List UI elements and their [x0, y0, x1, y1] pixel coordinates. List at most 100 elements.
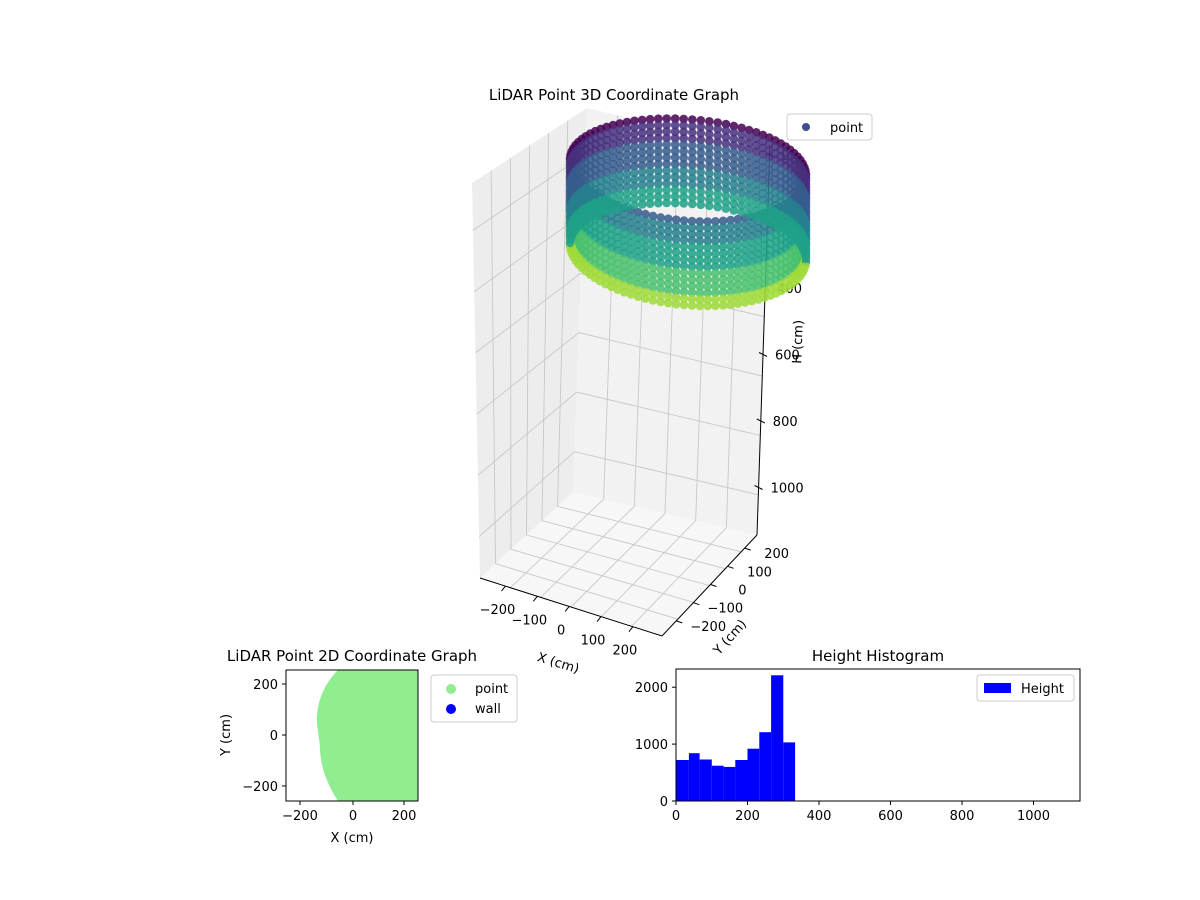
histogram-frame — [675, 668, 1081, 802]
point-marker — [622, 117, 632, 127]
point-marker — [671, 260, 681, 270]
point-marker — [718, 281, 728, 291]
point-marker — [679, 114, 688, 124]
point-marker — [626, 251, 636, 260]
point-marker — [619, 216, 629, 225]
point-marker — [656, 232, 665, 242]
y-tick-label-3d: −100 — [707, 602, 743, 617]
point-marker — [671, 273, 681, 283]
y-tick-label-3d: −200 — [690, 620, 726, 635]
point-marker — [726, 293, 735, 303]
point-marker — [608, 146, 618, 156]
point-marker — [696, 148, 706, 158]
point-marker — [633, 279, 643, 289]
point-marker — [671, 215, 681, 224]
point-marker — [637, 187, 647, 196]
point-marker — [711, 236, 720, 246]
point-marker — [751, 147, 761, 157]
point-marker — [656, 297, 665, 307]
point-marker — [671, 254, 681, 263]
point-marker — [648, 218, 658, 227]
point-marker — [679, 160, 688, 169]
point-marker — [703, 230, 712, 239]
point-marker — [645, 153, 655, 163]
x-tick-label-histogram: 600 — [878, 809, 903, 824]
point-marker — [721, 145, 731, 155]
z-tick-3d — [754, 485, 763, 490]
histogram-bar — [747, 748, 760, 801]
point-marker — [630, 116, 639, 126]
point-marker — [608, 140, 618, 149]
y-tick-label-histogram: 1000 — [635, 738, 668, 753]
point-marker — [751, 193, 761, 202]
point-marker — [622, 189, 632, 198]
point-marker — [744, 145, 754, 154]
point-marker — [615, 197, 625, 206]
point-marker — [744, 177, 754, 187]
legend-3d-marker — [802, 123, 810, 131]
point-marker — [703, 236, 712, 246]
point-marker — [711, 243, 720, 252]
point-marker — [619, 287, 629, 297]
point-marker — [619, 274, 629, 284]
point-marker — [711, 223, 720, 233]
point-marker — [608, 192, 618, 201]
point-marker — [726, 280, 735, 290]
point-marker — [619, 248, 629, 258]
point-marker — [687, 281, 697, 291]
point-marker — [696, 135, 706, 145]
point-marker — [733, 214, 743, 224]
point-marker — [679, 287, 689, 297]
point-marker — [641, 242, 650, 251]
point-marker — [664, 298, 673, 308]
grid-line — [526, 145, 530, 536]
point-marker — [654, 146, 663, 156]
point-marker — [637, 193, 647, 203]
point-marker — [662, 192, 671, 201]
point-marker — [740, 246, 750, 255]
plot-2d-title: LiDAR Point 2D Coordinate Graph — [227, 647, 477, 665]
x-tick-label-3d: 100 — [581, 634, 606, 649]
point-marker — [664, 279, 673, 289]
point-marker — [648, 276, 658, 286]
point-marker — [608, 120, 618, 130]
point-marker — [740, 259, 750, 268]
point-marker — [687, 229, 697, 239]
point-marker — [633, 227, 643, 236]
point-marker — [713, 189, 722, 199]
point-marker — [696, 142, 706, 151]
x-tick-label-3d: 200 — [612, 644, 637, 659]
x-tick-label-2d: −200 — [282, 809, 318, 824]
x-axis-line — [479, 577, 663, 637]
x-tick-label-histogram: 400 — [807, 809, 832, 824]
point-marker — [729, 141, 739, 150]
point-marker — [671, 221, 681, 231]
point-marker — [615, 138, 625, 148]
point-marker — [747, 231, 757, 241]
point-marker — [630, 162, 639, 171]
point-marker — [626, 283, 636, 293]
point-marker — [645, 192, 655, 202]
z-tick-label-3d: 1000 — [771, 482, 804, 497]
point-marker — [654, 159, 663, 169]
point-marker — [645, 186, 655, 195]
point-marker — [662, 153, 671, 162]
point-marker — [671, 241, 681, 250]
point-marker — [729, 167, 739, 176]
point-marker — [705, 143, 714, 152]
point-marker — [705, 117, 714, 126]
point-marker — [688, 128, 697, 137]
point-marker — [664, 259, 673, 269]
point-marker — [670, 198, 680, 208]
point-marker — [721, 152, 731, 161]
point-marker — [713, 176, 722, 186]
point-marker — [656, 265, 665, 274]
point-marker — [705, 188, 714, 198]
y-tick-3d — [693, 602, 700, 606]
point-marker — [688, 199, 697, 209]
point-marker — [671, 267, 681, 277]
point-marker — [654, 172, 663, 182]
point-marker — [645, 166, 655, 176]
legend-histogram-swatch — [984, 683, 1011, 693]
point-marker — [695, 223, 705, 233]
